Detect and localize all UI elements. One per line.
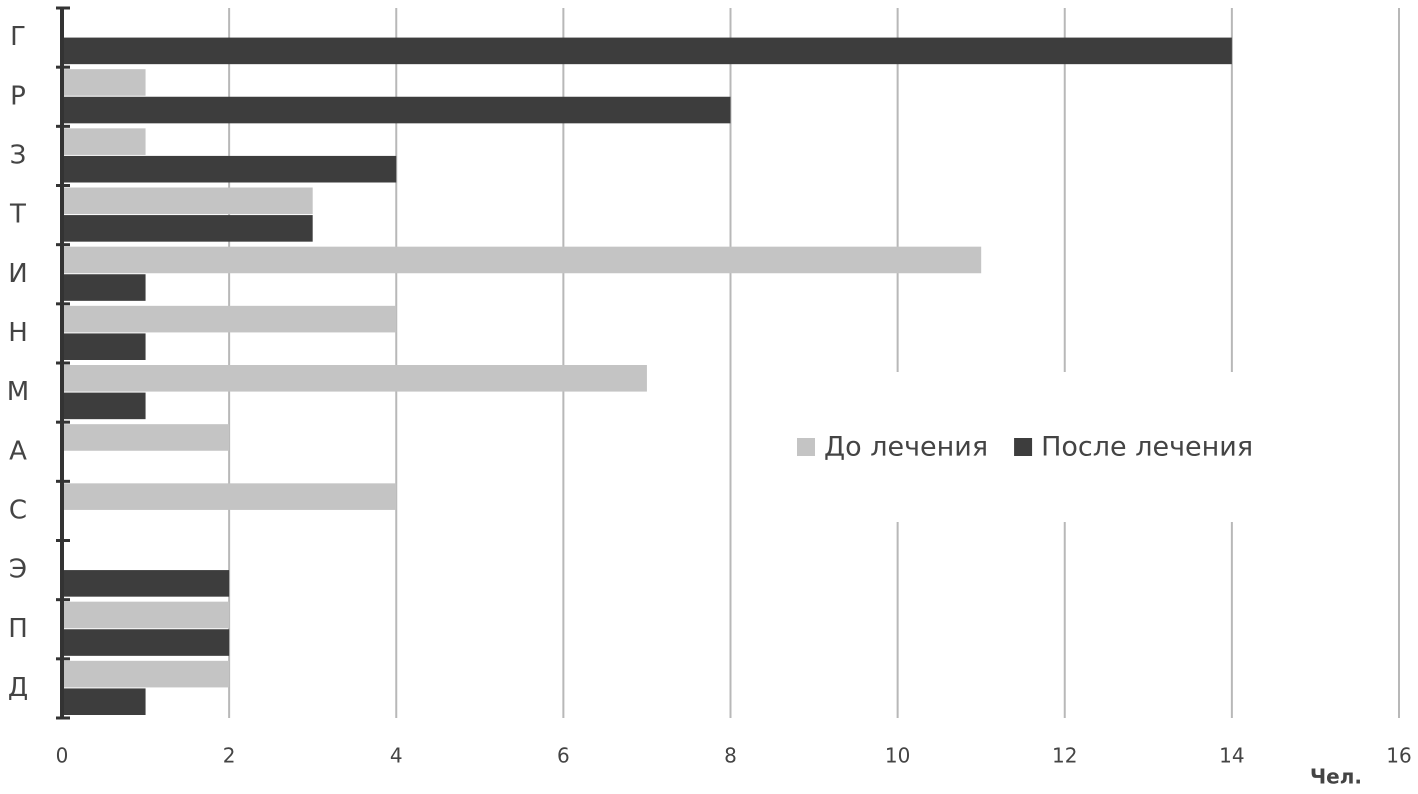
x-tick-label: 4 xyxy=(390,744,403,768)
bar xyxy=(62,483,397,510)
legend: До лечения После лечения xyxy=(780,372,1290,522)
y-tick-label: С xyxy=(9,495,27,525)
bar xyxy=(62,688,146,715)
legend-swatch xyxy=(797,438,815,456)
y-tick-label: Р xyxy=(10,81,26,111)
y-tick-label: А xyxy=(9,436,27,466)
bar xyxy=(62,155,397,183)
y-tick-label: Т xyxy=(9,200,26,230)
bar xyxy=(62,601,230,629)
legend-label: До лечения xyxy=(824,432,988,463)
x-tick-label: 2 xyxy=(223,744,236,768)
x-tick-label: 8 xyxy=(724,744,737,768)
bar xyxy=(62,128,146,155)
x-tick-label: 6 xyxy=(557,744,570,768)
y-tick-label: М xyxy=(7,377,29,407)
bar xyxy=(62,215,313,242)
legend-label: После лечения xyxy=(1041,432,1253,463)
x-tick-label: 16 xyxy=(1386,744,1411,768)
legend-background xyxy=(780,372,1290,522)
bar xyxy=(62,333,146,360)
bar xyxy=(62,629,230,656)
x-tick-label: 0 xyxy=(56,744,69,768)
bar xyxy=(62,392,146,420)
x-tick-label: 12 xyxy=(1052,744,1077,768)
x-axis-label: Чел. xyxy=(1310,765,1362,789)
bar xyxy=(62,96,731,124)
y-tick-label: Э xyxy=(9,555,27,585)
bar xyxy=(62,305,397,333)
bar xyxy=(62,424,230,451)
bar xyxy=(62,37,1232,65)
x-tick-label: 14 xyxy=(1219,744,1244,768)
y-tick-label: Н xyxy=(8,318,28,348)
y-tick-label: П xyxy=(8,614,28,644)
legend-swatch xyxy=(1014,438,1033,456)
y-tick-label: И xyxy=(8,259,27,289)
y-tick-label: Д xyxy=(8,673,28,703)
bar xyxy=(62,660,230,688)
bar xyxy=(62,570,230,597)
y-tick-label: З xyxy=(10,140,27,170)
bar xyxy=(62,365,647,392)
x-tick-label: 10 xyxy=(885,744,910,768)
bar xyxy=(62,274,146,301)
bar xyxy=(62,69,146,96)
bar xyxy=(62,246,982,274)
y-tick-label: Г xyxy=(10,22,26,52)
bar xyxy=(62,187,313,215)
